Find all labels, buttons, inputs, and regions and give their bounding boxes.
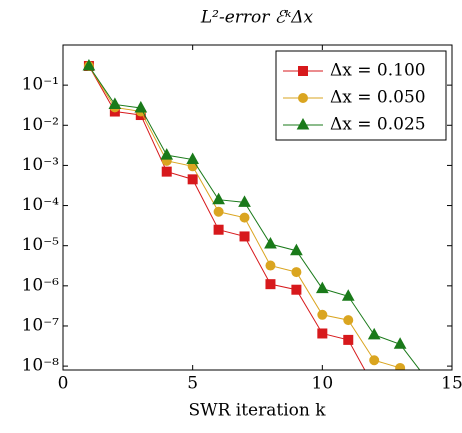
marker <box>239 212 250 223</box>
x-tick-label: 15 <box>441 374 462 394</box>
marker <box>421 372 432 382</box>
marker <box>343 315 354 326</box>
marker <box>298 93 308 103</box>
x-tick-label: 10 <box>312 374 334 394</box>
marker <box>422 386 431 395</box>
marker <box>134 100 148 113</box>
y-tick-label: 10⁻⁴ <box>22 195 60 215</box>
marker <box>341 289 355 301</box>
marker <box>238 195 251 207</box>
y-tick-label: 10⁻³ <box>22 155 59 175</box>
marker <box>369 355 380 366</box>
marker <box>160 148 174 160</box>
x-axis-label: SWR iteration k <box>188 401 326 421</box>
marker <box>370 383 379 392</box>
marker <box>315 281 329 294</box>
marker <box>298 66 308 76</box>
marker <box>317 309 328 320</box>
marker <box>343 334 354 345</box>
marker <box>186 152 200 165</box>
marker <box>317 328 328 339</box>
x-tick-label: 0 <box>58 374 69 394</box>
y-tick-label: 10⁻⁷ <box>22 315 60 335</box>
plot-frame <box>62 44 453 371</box>
legend-label: Δx = 0.050 <box>330 88 426 108</box>
y-tick-label: 10⁻⁸ <box>22 356 60 376</box>
marker <box>264 236 277 249</box>
marker <box>161 166 172 177</box>
marker <box>187 174 198 185</box>
marker <box>265 260 276 271</box>
marker <box>212 192 225 205</box>
marker <box>393 337 407 349</box>
legend: Δx = 0.100 Δx = 0.050 Δx = 0.025 <box>275 50 447 141</box>
marker <box>213 206 224 217</box>
plot-area <box>82 58 432 395</box>
marker <box>108 97 122 109</box>
chart-title: L²-error ℰᵏΔx <box>200 8 314 28</box>
legend-label: Δx = 0.025 <box>330 115 426 135</box>
marker <box>291 284 302 295</box>
marker <box>82 58 96 71</box>
marker <box>213 224 224 235</box>
marker <box>395 362 406 370</box>
marker <box>296 117 310 130</box>
x-tick-label: 5 <box>187 374 198 394</box>
y-tick-label: 10⁻⁶ <box>22 275 60 295</box>
y-tick-label: 10⁻¹ <box>22 75 59 95</box>
marker <box>291 267 302 278</box>
marker <box>265 279 276 290</box>
y-tick-label: 10⁻² <box>22 115 59 135</box>
y-tick-label: 10⁻⁵ <box>22 235 60 255</box>
series-line <box>88 65 404 370</box>
marker <box>239 231 250 242</box>
legend-label: Δx = 0.100 <box>330 61 426 81</box>
marker <box>367 327 381 340</box>
marker <box>290 243 303 256</box>
series-line <box>88 65 421 370</box>
